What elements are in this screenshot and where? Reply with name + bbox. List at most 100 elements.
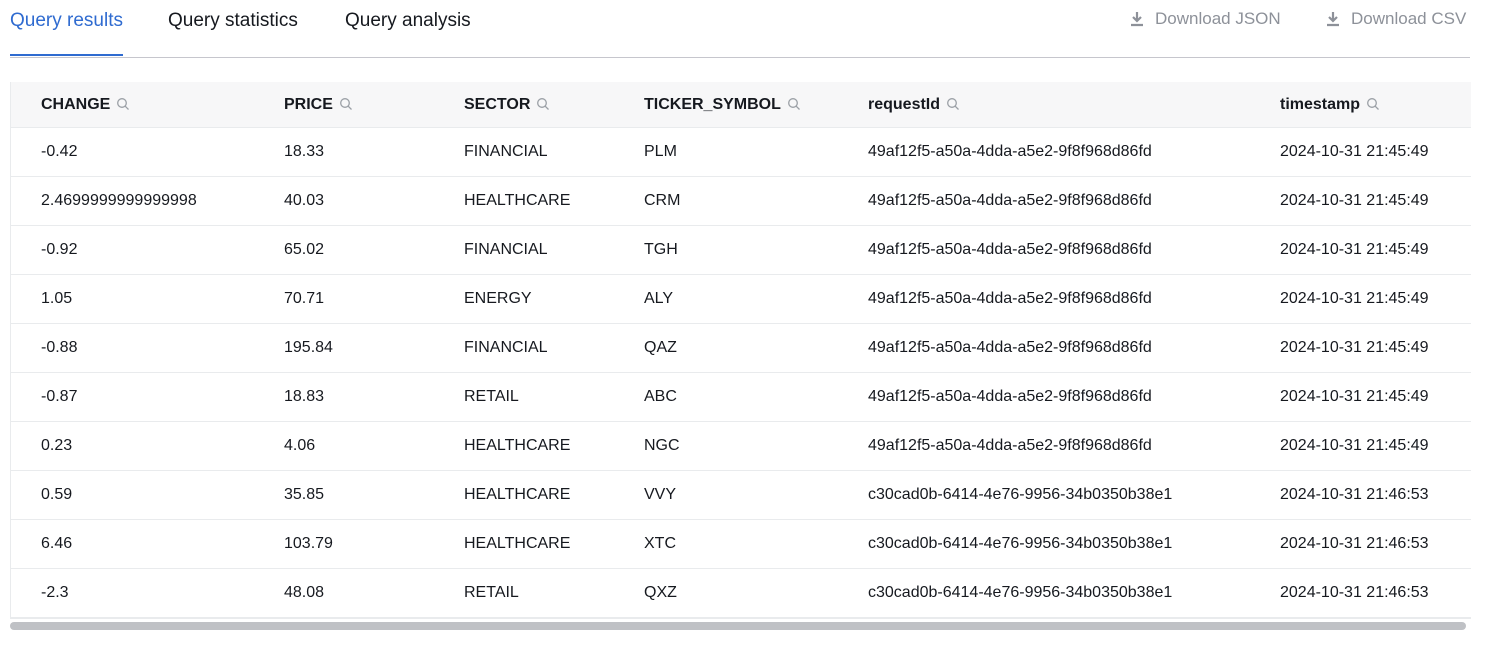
download-label: Download CSV (1351, 9, 1467, 28)
table-cell: 2.4699999999999998 (11, 176, 284, 226)
column-title[interactable]: PRICE (284, 95, 333, 113)
results-table: CHANGE PRICE SECTOR TICKER_SYMBOL requestId t… (11, 82, 1471, 618)
table-cell: ABC (644, 372, 868, 422)
table-cell: PLM (644, 127, 868, 177)
table-cell: FINANCIAL (464, 225, 644, 275)
table-cell: 49af12f5-a50a-4dda-a5e2-9f8f968d86fd (868, 421, 1280, 471)
table-cell: HEALTHCARE (464, 421, 644, 471)
table-body: -0.42 18.33 FINANCIAL PLM 49af12f5-a50a-4dda… (11, 127, 1471, 618)
table-cell: FINANCIAL (464, 127, 644, 177)
table-cell: NGC (644, 421, 868, 471)
download-icon (1131, 12, 1143, 27)
table-cell: 2024-10-31 21:45:49 (1280, 176, 1471, 226)
table-cell: 2024-10-31 21:46:53 (1280, 519, 1471, 569)
table-cell: VVY (644, 470, 868, 520)
table-cell: -0.87 (11, 372, 284, 422)
column-header: requestId (868, 82, 1280, 128)
table-cell: 0.59 (11, 470, 284, 520)
table-row: 0.59 35.85 HEALTHCARE VVY c30cad0b-6414-4e76… (11, 470, 1471, 520)
table-cell: c30cad0b-6414-4e76-9956-34b0350b38e1 (868, 568, 1280, 618)
table-cell: 2024-10-31 21:45:49 (1280, 372, 1471, 422)
column-title[interactable]: TICKER_SYMBOL (644, 95, 781, 113)
table-row: 1.05 70.71 ENERGY ALY 49af12f5-a50a-4dda-a5e… (11, 274, 1471, 324)
table-cell: 48.08 (284, 568, 464, 618)
column-title[interactable]: timestamp (1280, 95, 1361, 113)
column-search-icon[interactable] (536, 97, 550, 111)
column-title[interactable]: SECTOR (464, 95, 531, 113)
column-header: timestamp (1280, 82, 1471, 128)
table-cell: 103.79 (284, 519, 464, 569)
column-header: CHANGE (11, 82, 284, 128)
tab[interactable]: Query analysis (345, 10, 471, 31)
table-cell: QXZ (644, 568, 868, 618)
table-cell: HEALTHCARE (464, 519, 644, 569)
table-cell: 49af12f5-a50a-4dda-a5e2-9f8f968d86fd (868, 176, 1280, 226)
table-row: -0.42 18.33 FINANCIAL PLM 49af12f5-a50a-4dda… (11, 127, 1471, 177)
column-header: SECTOR (464, 82, 644, 128)
table-row: 6.46 103.79 HEALTHCARE XTC c30cad0b-6414-4e7… (11, 519, 1471, 569)
table-cell: 2024-10-31 21:45:49 (1280, 225, 1471, 275)
table-cell: 2024-10-31 21:45:49 (1280, 274, 1471, 324)
table-cell: 195.84 (284, 323, 464, 373)
table-cell: 2024-10-31 21:46:53 (1280, 470, 1471, 520)
column-header: TICKER_SYMBOL (644, 82, 868, 128)
table-cell: 49af12f5-a50a-4dda-a5e2-9f8f968d86fd (868, 323, 1280, 373)
table-cell: XTC (644, 519, 868, 569)
tab-bar: Query results Query statistics Query analy… (10, 0, 1470, 58)
table-cell: 4.06 (284, 421, 464, 471)
table-cell: 2024-10-31 21:45:49 (1280, 421, 1471, 471)
table-row: -0.87 18.83 RETAIL ABC 49af12f5-a50a-4dda-a5… (11, 372, 1471, 422)
column-search-icon[interactable] (339, 97, 353, 111)
column-search-icon[interactable] (946, 97, 960, 111)
download-button[interactable]: Download JSON (1128, 9, 1281, 29)
table-cell: 49af12f5-a50a-4dda-a5e2-9f8f968d86fd (868, 372, 1280, 422)
tab[interactable]: Query statistics (168, 10, 298, 31)
table-row: 2.4699999999999998 40.03 HEALTHCARE CRM 49af… (11, 176, 1471, 226)
table-row: -0.88 195.84 FINANCIAL QAZ 49af12f5-a50a-4dd… (11, 323, 1471, 373)
table-cell: ENERGY (464, 274, 644, 324)
table-cell: 18.83 (284, 372, 464, 422)
table-cell: ALY (644, 274, 868, 324)
table-cell: HEALTHCARE (464, 470, 644, 520)
table-cell: -0.88 (11, 323, 284, 373)
column-title[interactable]: requestId (868, 95, 941, 113)
download-label: Download JSON (1155, 9, 1281, 28)
table-cell: QAZ (644, 323, 868, 373)
header-row: CHANGE PRICE SECTOR TICKER_SYMBOL requestId t… (11, 82, 1471, 128)
table-row: -2.3 48.08 RETAIL QXZ c30cad0b-6414-4e76-995… (11, 568, 1471, 618)
table-cell: RETAIL (464, 568, 644, 618)
table-cell: -2.3 (11, 568, 284, 618)
horizontal-scrollbar[interactable] (10, 622, 1466, 630)
table-cell: 49af12f5-a50a-4dda-a5e2-9f8f968d86fd (868, 225, 1280, 275)
table-cell: HEALTHCARE (464, 176, 644, 226)
column-search-icon[interactable] (787, 97, 801, 111)
download-icon (1327, 12, 1339, 27)
table-cell: 2024-10-31 21:45:49 (1280, 127, 1471, 177)
table-cell: -0.92 (11, 225, 284, 275)
column-header: PRICE (284, 82, 464, 128)
table-cell: 35.85 (284, 470, 464, 520)
table-container: CHANGE PRICE SECTOR TICKER_SYMBOL requestId t… (10, 82, 1471, 619)
table-cell: c30cad0b-6414-4e76-9956-34b0350b38e1 (868, 470, 1280, 520)
table-cell: 65.02 (284, 225, 464, 275)
table-cell: -0.42 (11, 127, 284, 177)
table-cell: 1.05 (11, 274, 284, 324)
table-row: 0.23 4.06 HEALTHCARE NGC 49af12f5-a50a-4dda-… (11, 421, 1471, 471)
column-search-icon[interactable] (1366, 97, 1380, 111)
download-button[interactable]: Download CSV (1324, 9, 1466, 29)
table-cell: 6.46 (11, 519, 284, 569)
table-cell: 49af12f5-a50a-4dda-a5e2-9f8f968d86fd (868, 274, 1280, 324)
table-cell: 18.33 (284, 127, 464, 177)
column-search-icon[interactable] (116, 97, 130, 111)
tab[interactable]: Query results (10, 10, 123, 56)
table-cell: TGH (644, 225, 868, 275)
table-header: CHANGE PRICE SECTOR TICKER_SYMBOL requestId t… (11, 82, 1471, 128)
table-row: -0.92 65.02 FINANCIAL TGH 49af12f5-a50a-4dda… (11, 225, 1471, 275)
table-cell: FINANCIAL (464, 323, 644, 373)
table-cell: c30cad0b-6414-4e76-9956-34b0350b38e1 (868, 519, 1280, 569)
column-title[interactable]: CHANGE (41, 95, 111, 113)
table-cell: 2024-10-31 21:45:49 (1280, 323, 1471, 373)
table-cell: 0.23 (11, 421, 284, 471)
table-cell: 2024-10-31 21:46:53 (1280, 568, 1471, 618)
